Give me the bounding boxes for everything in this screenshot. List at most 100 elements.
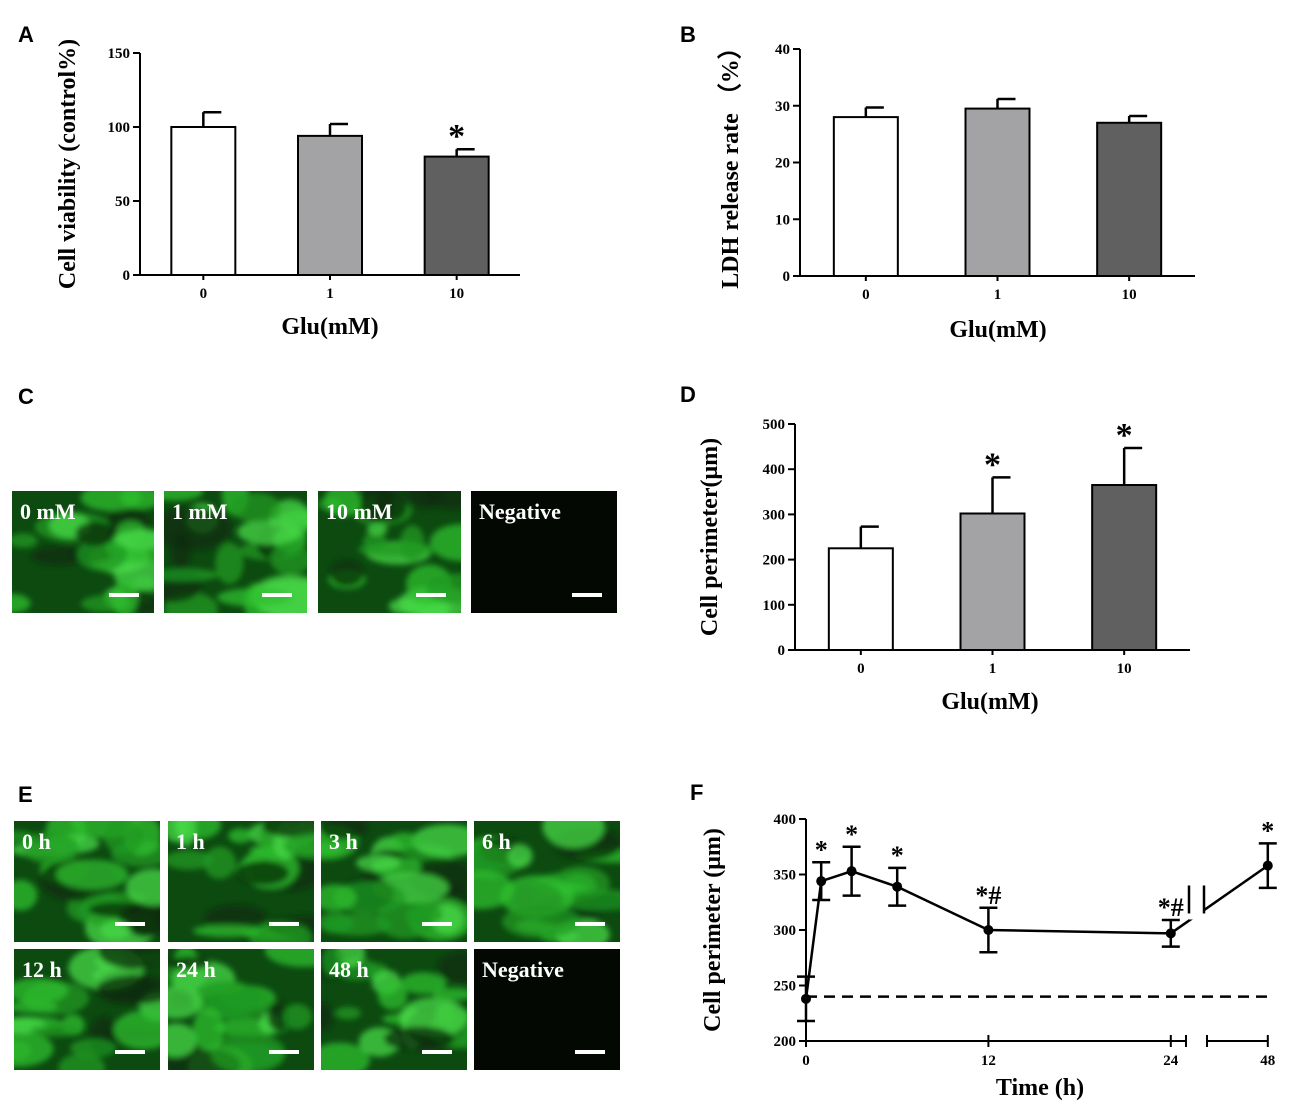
bar [959,512,1026,651]
significance-mark: * [1261,816,1274,845]
cell [355,855,400,872]
micrograph: 24 h [168,949,314,1070]
cell [264,949,314,968]
image-label: 48 h [329,957,369,982]
cell [12,593,31,613]
panel-letter: E [18,782,33,807]
cell [321,821,368,840]
cell [125,868,160,906]
cell [437,951,467,984]
cell [335,1006,362,1020]
image-label: 6 h [482,829,511,854]
cell [14,1000,59,1014]
x-tick-label: 10 [1122,287,1137,303]
cell [321,884,357,912]
cell [542,821,605,849]
cell [58,1053,106,1070]
cell [70,1038,117,1058]
cell [249,921,312,942]
y-tick-label: 20 [775,156,790,172]
cell [231,492,282,523]
panel-letter: F [690,780,703,805]
cell [422,491,461,510]
micrograph: 48 h [321,949,467,1070]
panel-letter: D [680,382,696,407]
data-point [1262,860,1273,871]
cells [168,949,314,1070]
cell [321,911,354,934]
cell [404,904,443,925]
bar [423,155,490,277]
cell [502,905,581,939]
cell [366,523,388,536]
cells [14,821,160,942]
cell [236,860,289,886]
y-tick-label: 250 [774,979,797,995]
cell [377,981,408,1010]
y-tick-label: 400 [763,462,786,478]
x-axis-title: Glu(mM) [941,689,1038,715]
cell [30,1024,79,1037]
data-point [983,925,994,935]
micrograph: 1 h [168,821,314,942]
y-axis-title: Cell viability (control%) [55,39,81,289]
cell [176,821,197,847]
significance-mark: * [845,820,858,849]
micrograph-bg [471,491,617,613]
cell [321,1042,370,1070]
cell [388,832,421,849]
y-axis-title: LDH release rate （%） [717,35,744,289]
micrograph: 10 mM [318,491,461,613]
image-label: 1 mM [172,499,228,524]
x-axis-title: Glu(mM) [281,314,378,340]
y-tick-label: 300 [774,923,797,939]
cell [88,902,145,918]
cell [164,491,204,501]
significance-mark: *# [1158,893,1184,922]
cell [360,491,395,523]
bar [964,107,1031,278]
data-point [846,866,857,877]
cell [283,833,314,859]
cell [216,588,292,607]
bar [832,116,899,277]
x-tick-label: 1 [989,661,997,677]
micrograph: 0 mM [12,491,154,613]
bar [827,547,894,651]
micrograph-bg [474,949,620,1070]
y-tick-label: 30 [775,99,790,115]
data-point [816,876,827,887]
image-label: 3 h [329,829,358,854]
significance-mark: * [984,446,1001,483]
cell [98,949,160,969]
panel-letter: C [18,384,34,409]
cell [237,519,301,545]
cell [261,821,314,838]
y-tick-label: 300 [763,507,786,523]
cells [318,491,461,613]
data-point [801,993,811,1004]
line-break-gap [1189,879,1204,920]
cell [168,956,210,970]
cell [75,521,116,547]
x-tick-label: 0 [857,661,865,677]
cell [411,824,467,858]
micrograph: Negative [471,491,617,613]
cell [203,846,236,879]
cell [400,972,447,995]
cell [560,889,620,911]
y-tick-label: 0 [783,269,791,285]
cell [103,821,144,854]
bar [297,134,363,276]
image-label: 12 h [22,957,62,982]
cell [192,924,261,938]
cell [120,491,154,510]
cell [111,578,139,613]
panel-letter: B [680,22,696,47]
cell [14,879,38,911]
cell [164,507,232,551]
cell [282,1003,313,1030]
y-axis-title: Cell perimeter (μm) [700,828,726,1032]
cell [14,977,69,1004]
